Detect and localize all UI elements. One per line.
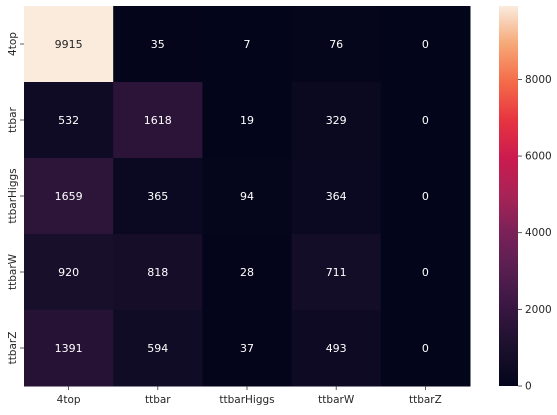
cell-value-label: 364 [326,190,347,203]
y-tick-label: ttbarHiggs [7,168,19,223]
heatmap-cell [202,158,293,235]
cell-value-label: 76 [329,38,343,51]
heatmap-cell [24,6,114,83]
heatmap-cell [24,234,114,311]
cell-value-label: 532 [58,114,79,127]
heatmap-cell [202,82,293,159]
cell-value-label: 594 [147,342,168,355]
heatmap-cell [24,158,114,235]
x-axis: 4top ttbar ttbarHiggs ttbarW ttbarZ [57,386,442,406]
colorbar-tick-label: 0 [525,381,532,393]
heatmap-cell [291,158,382,235]
heatmap-cell [202,6,293,83]
colorbar-gradient [499,6,518,386]
cell-value-label: 1391 [55,342,83,355]
x-tick-label: ttbarW [318,394,355,406]
colorbar-tick-label: 2000 [525,304,552,316]
heatmap-cell [380,82,471,159]
heatmap-cell [380,158,471,235]
heatmap-cell [291,234,382,311]
cell-value-label: 0 [422,190,429,203]
x-tick-label: ttbar [145,394,171,406]
heatmap-cell [202,234,293,311]
cell-value-label: 94 [240,190,254,203]
cell-value-label: 28 [240,266,254,279]
heatmap-cell [202,310,293,387]
colorbar: 0 2000 4000 6000 8000 [499,6,552,393]
heatmap-cell [291,310,382,387]
y-tick-label: ttbar [7,106,19,132]
cell-value-label: 329 [326,114,347,127]
colorbar-tick-label: 6000 [525,151,552,163]
cell-value-label: 365 [147,190,168,203]
x-tick-label: ttbarHiggs [219,394,274,406]
cell-value-label: 493 [326,342,347,355]
cell-value-label: 0 [422,266,429,279]
cell-value-label: 1618 [144,114,172,127]
cell-value-label: 920 [58,266,79,279]
y-tick-label: 4top [7,32,19,56]
cell-value-label: 9915 [55,38,83,51]
y-tick-label: ttbarW [7,253,19,290]
cell-value-label: 0 [422,38,429,51]
heatmap-cell [113,158,203,235]
cell-annotations: 9915 35 7 76 0 532 1618 19 329 0 1659 365 94 364 0 920 8… [55,38,429,355]
colorbar-tick-label: 4000 [525,227,552,239]
heatmap-cell [291,6,382,83]
cell-value-label: 0 [422,342,429,355]
cell-value-label: 7 [244,38,251,51]
heatmap-cell [380,6,471,83]
heatmap-cells [24,6,471,387]
cell-value-label: 0 [422,114,429,127]
heatmap-cell [24,310,114,387]
colorbar-tick-label: 8000 [525,74,552,86]
x-tick-label: 4top [57,394,81,406]
cell-value-label: 19 [240,114,254,127]
heatmap-cell [113,6,203,83]
heatmap-cell [380,310,471,387]
heatmap-cell [113,310,203,387]
heatmap-cell [24,82,114,159]
y-tick-label: ttbarZ [7,332,19,365]
cell-value-label: 35 [151,38,165,51]
heatmap-cell [113,82,203,159]
heatmap-cell [380,234,471,311]
heatmap-cell [113,234,203,311]
x-tick-label: ttbarZ [409,394,442,406]
cell-value-label: 818 [147,266,168,279]
y-axis: 4top ttbar ttbarHiggs ttbarW ttbarZ [7,32,24,365]
cell-value-label: 711 [326,266,347,279]
cell-value-label: 1659 [55,190,83,203]
cell-value-label: 37 [240,342,254,355]
heatmap-cell [291,82,382,159]
